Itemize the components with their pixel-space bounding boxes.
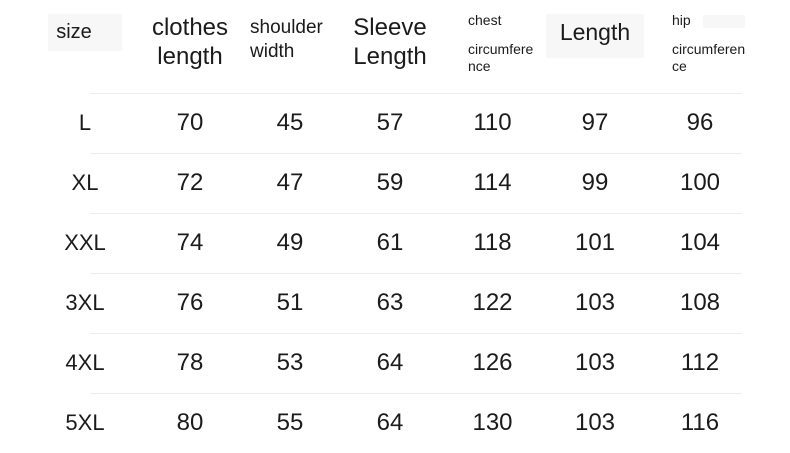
column-header-length: Length bbox=[545, 0, 645, 58]
table-cell: 59 bbox=[376, 169, 404, 196]
table-cell: 108 bbox=[679, 289, 721, 316]
table-cell: 74 bbox=[176, 229, 204, 256]
table-cell: 114 bbox=[473, 169, 512, 196]
table-cell: 72 bbox=[176, 169, 204, 196]
row-size-label: XL bbox=[71, 170, 99, 195]
hip-header-line1: hip bbox=[672, 12, 755, 29]
table-cell: 104 bbox=[679, 229, 721, 256]
length-header-highlight: Length bbox=[545, 14, 645, 58]
column-header-clothes-length: clothes length bbox=[151, 14, 229, 70]
row-size-label: XXL bbox=[64, 230, 106, 255]
table-cell: 118 bbox=[473, 229, 512, 256]
table-cell: 110 bbox=[473, 109, 512, 136]
hip-header-line2: circumference bbox=[672, 40, 746, 74]
table-cell: 57 bbox=[376, 109, 404, 136]
column-header-shoulder-width: shoulder width bbox=[240, 0, 340, 64]
table-cell: 116 bbox=[680, 409, 720, 436]
table-cell: 96 bbox=[686, 109, 714, 136]
size-header-highlight: size bbox=[48, 14, 122, 51]
shoulder-width-header-label: shoulder width bbox=[250, 17, 323, 62]
table-cell: 112 bbox=[680, 349, 720, 376]
column-header-chest-circumference: chest circumference bbox=[440, 0, 545, 74]
table-cell: 76 bbox=[176, 289, 204, 316]
hip-header-highlight bbox=[702, 14, 745, 28]
table-cell: 63 bbox=[376, 289, 404, 316]
column-header-size: size bbox=[30, 0, 140, 51]
table-cell: 103 bbox=[574, 349, 616, 376]
table-cell: 78 bbox=[176, 349, 204, 376]
table-cell: 80 bbox=[176, 409, 204, 436]
table-cell: 49 bbox=[276, 229, 304, 256]
size-header-label: size bbox=[56, 21, 92, 43]
size-chart-table: size clothes length shoulder width Sleev… bbox=[30, 0, 755, 453]
table-row: 5XL 80 55 64 130 103 116 bbox=[30, 393, 755, 453]
table-cell: 126 bbox=[472, 349, 513, 376]
table-cell: 101 bbox=[574, 229, 616, 256]
table-cell: 122 bbox=[472, 289, 513, 316]
table-cell: 97 bbox=[581, 109, 609, 136]
table-cell: 55 bbox=[276, 409, 304, 436]
table-cell: 64 bbox=[376, 409, 404, 436]
row-size-label: L bbox=[78, 110, 92, 135]
table-cell: 103 bbox=[574, 409, 616, 436]
table-cell: 45 bbox=[276, 109, 304, 136]
table-cell: 103 bbox=[574, 289, 616, 316]
length-header-label: Length bbox=[559, 19, 631, 45]
column-header-hip-circumference: hip circumference bbox=[645, 0, 755, 74]
table-cell: 53 bbox=[276, 349, 304, 376]
table-cell: 61 bbox=[376, 229, 404, 256]
table-row: XL 72 47 59 114 99 100 bbox=[30, 153, 755, 213]
chest-header-line2: circumference bbox=[468, 40, 534, 74]
table-row: L 70 45 57 110 97 96 bbox=[30, 93, 755, 153]
table-row: XXL 74 49 61 118 101 104 bbox=[30, 213, 755, 273]
table-cell: 99 bbox=[581, 169, 609, 196]
column-header-sleeve-length: Sleeve Length bbox=[353, 14, 427, 70]
table-cell: 64 bbox=[376, 349, 404, 376]
table-cell: 47 bbox=[276, 169, 304, 196]
chest-header-line1: chest bbox=[468, 12, 502, 28]
table-cell: 100 bbox=[679, 169, 721, 196]
size-chart-header-row: size clothes length shoulder width Sleev… bbox=[30, 0, 755, 93]
row-size-label: 5XL bbox=[65, 410, 105, 435]
table-cell: 51 bbox=[276, 289, 304, 316]
row-size-label: 3XL bbox=[65, 290, 105, 315]
table-cell: 70 bbox=[176, 109, 204, 136]
table-cell: 130 bbox=[472, 409, 513, 436]
row-size-label: 4XL bbox=[65, 350, 105, 375]
table-row: 3XL 76 51 63 122 103 108 bbox=[30, 273, 755, 333]
table-row: 4XL 78 53 64 126 103 112 bbox=[30, 333, 755, 393]
size-chart-body: L 70 45 57 110 97 96 XL 72 47 59 114 99 100 XXL 74 49 61 1… bbox=[30, 93, 755, 453]
